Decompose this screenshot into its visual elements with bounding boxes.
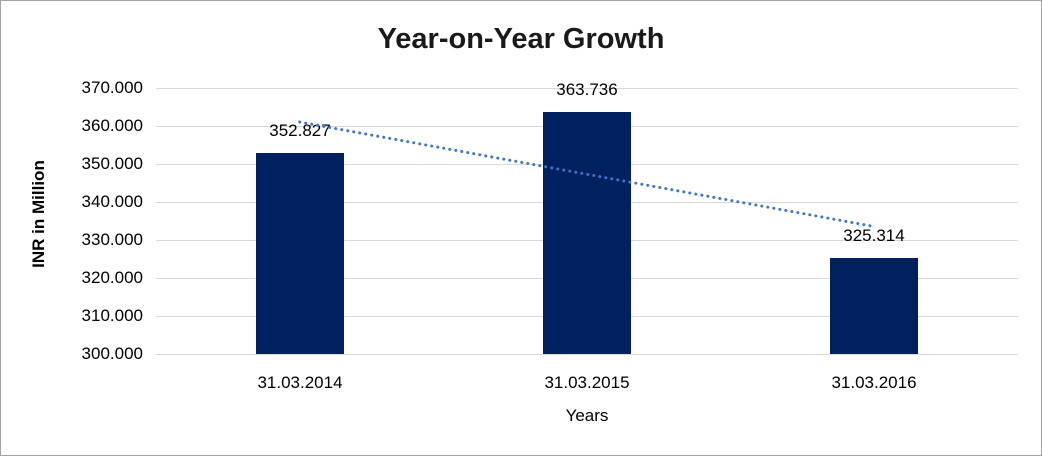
y-axis-title: INR in Million [29,160,48,268]
bar-data-label: 325.314 [843,226,905,245]
bar-data-label: 363.736 [556,80,618,99]
y-axis-tick-label: 360.000 [81,116,143,135]
y-axis-tick-label: 340.000 [81,192,143,211]
y-axis-tick-label: 300.000 [81,344,143,363]
x-axis-title: Years [565,406,609,425]
y-axis-tick-label: 350.000 [81,154,143,173]
x-axis-tick-label: 31.03.2015 [544,373,630,392]
bar-data-label: 352.827 [269,121,331,140]
y-axis-tick-label: 310.000 [81,306,143,325]
y-axis-tick-label: 330.000 [81,230,143,249]
x-axis-tick-label: 31.03.2016 [831,373,917,392]
bar-31.03.2014 [256,153,344,354]
chart-title: Year-on-Year Growth [377,23,665,55]
y-gridline [156,88,1018,89]
y-axis-tick-label: 370.000 [81,78,143,97]
x-axis-tick-label: 31.03.2014 [257,373,343,392]
bar-31.03.2015 [543,112,631,354]
y-gridline [156,354,1018,355]
bar-31.03.2016 [830,258,918,354]
y-axis-tick-label: 320.000 [81,268,143,287]
